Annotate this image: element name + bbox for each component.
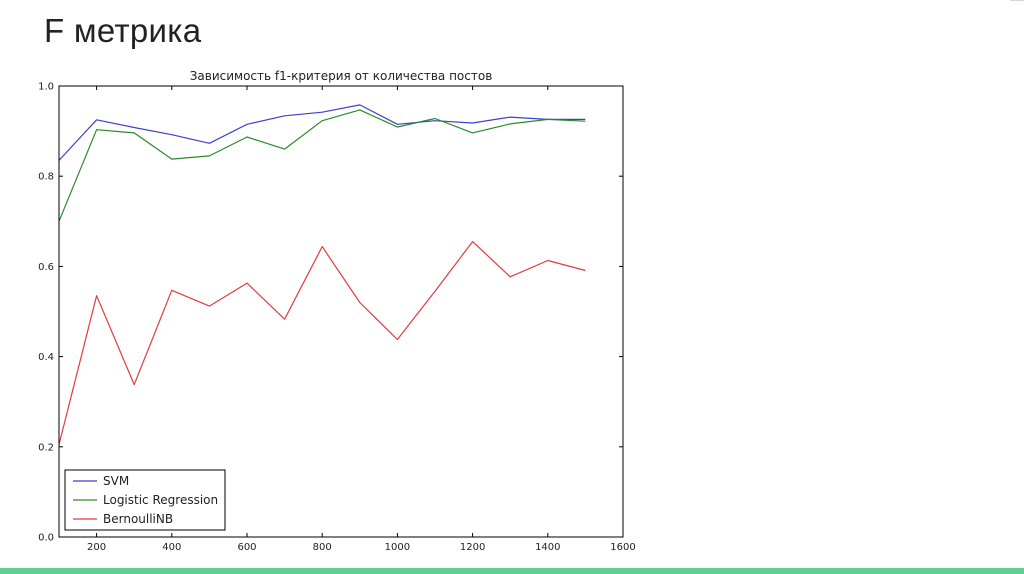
x-tick-label: 1200	[460, 542, 485, 553]
x-tick-label: 1400	[535, 542, 560, 553]
y-tick-label: 1.0	[38, 82, 54, 93]
plot-frame	[58, 85, 624, 538]
y-tick-label: 0.6	[38, 262, 54, 273]
y-tick-label: 0.0	[38, 533, 54, 544]
legend: SVM Logistic Regression BernoulliNB	[64, 469, 226, 531]
top-rule	[1010, 0, 1024, 1]
slide-title: F метрика	[44, 12, 202, 49]
series-line-svm	[58, 104, 586, 161]
accent-bar	[0, 568, 1024, 574]
legend-label-svm: SVM	[103, 474, 129, 488]
y-tick-label: 0.2	[38, 442, 54, 453]
legend-label-bernoullinb: BernoulliNB	[103, 512, 173, 526]
legend-label-logistic-regression: Logistic Regression	[103, 493, 218, 507]
x-tick-label: 800	[313, 542, 332, 553]
x-tick-label: 600	[237, 542, 256, 553]
chart-title: Зависимость f1-критерия от количества по…	[190, 69, 493, 83]
chart-marks	[58, 104, 586, 445]
y-axis: 0.0 0.2 0.4 0.6 0.8 1.0	[38, 82, 623, 544]
x-tick-label: 1600	[610, 542, 635, 553]
series-line-bernoullinb	[58, 241, 586, 445]
x-tick-label: 1000	[385, 542, 410, 553]
series-line-logistic-regression	[58, 109, 586, 222]
x-tick-label: 400	[162, 542, 181, 553]
y-tick-label: 0.8	[38, 172, 54, 183]
x-tick-label: 200	[87, 542, 106, 553]
y-tick-label: 0.4	[38, 352, 54, 363]
x-axis: 200 400 600 800 1000 1200 1400 1600	[87, 86, 636, 553]
